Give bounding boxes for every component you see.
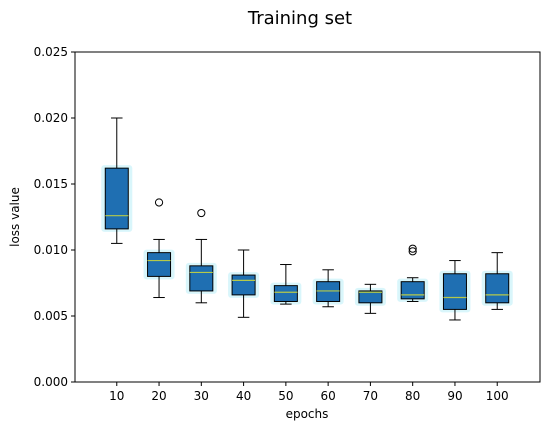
outlier-point	[408, 247, 417, 256]
y-tick-label: 0.010	[34, 243, 68, 257]
x-axis: 10 20 30 40 50 60 70 80 90 100	[109, 382, 509, 403]
x-tick-label: 10	[109, 389, 124, 403]
outlier-point	[197, 208, 206, 218]
box-body	[400, 281, 425, 300]
box-body	[273, 285, 298, 302]
box-60	[312, 269, 344, 308]
x-axis-label: epochs	[286, 407, 329, 421]
box-body	[358, 290, 383, 304]
y-tick-label: 0.005	[34, 309, 68, 323]
box-80	[397, 244, 429, 302]
box-body	[485, 273, 510, 304]
x-tick-label: 20	[151, 389, 166, 403]
y-tick-label: 0.015	[34, 177, 68, 191]
plot-area	[101, 117, 513, 321]
x-tick-label: 70	[363, 389, 378, 403]
box-90	[439, 260, 471, 321]
box-70	[354, 283, 386, 314]
x-tick-label: 30	[194, 389, 209, 403]
box-30	[185, 208, 217, 304]
box-body	[316, 281, 341, 302]
x-tick-label: 90	[447, 389, 462, 403]
y-tick-label: 0.000	[34, 375, 68, 389]
chart-title: Training set	[247, 8, 352, 29]
box-body	[231, 274, 256, 296]
box-body	[104, 167, 129, 230]
x-tick-label: 60	[320, 389, 335, 403]
outlier-point	[154, 198, 164, 207]
x-tick-label: 100	[486, 389, 509, 403]
box-body	[442, 273, 467, 310]
box-50	[270, 264, 302, 305]
box-100	[481, 252, 513, 310]
box-40	[228, 249, 260, 318]
y-axis-label: loss value	[8, 187, 22, 247]
y-tick-label: 0.025	[34, 45, 68, 59]
box-10	[101, 117, 133, 244]
x-tick-label: 80	[405, 389, 420, 403]
y-axis: 0.000 0.005 0.010 0.015 0.020 0.025	[34, 45, 75, 389]
x-tick-label: 40	[236, 389, 251, 403]
box-20	[143, 198, 175, 299]
box-body	[147, 252, 172, 277]
box-body	[189, 265, 214, 292]
y-tick-label: 0.020	[34, 111, 68, 125]
plot-frame	[74, 51, 541, 383]
outlier-point	[408, 244, 417, 253]
x-tick-label: 50	[278, 389, 293, 403]
